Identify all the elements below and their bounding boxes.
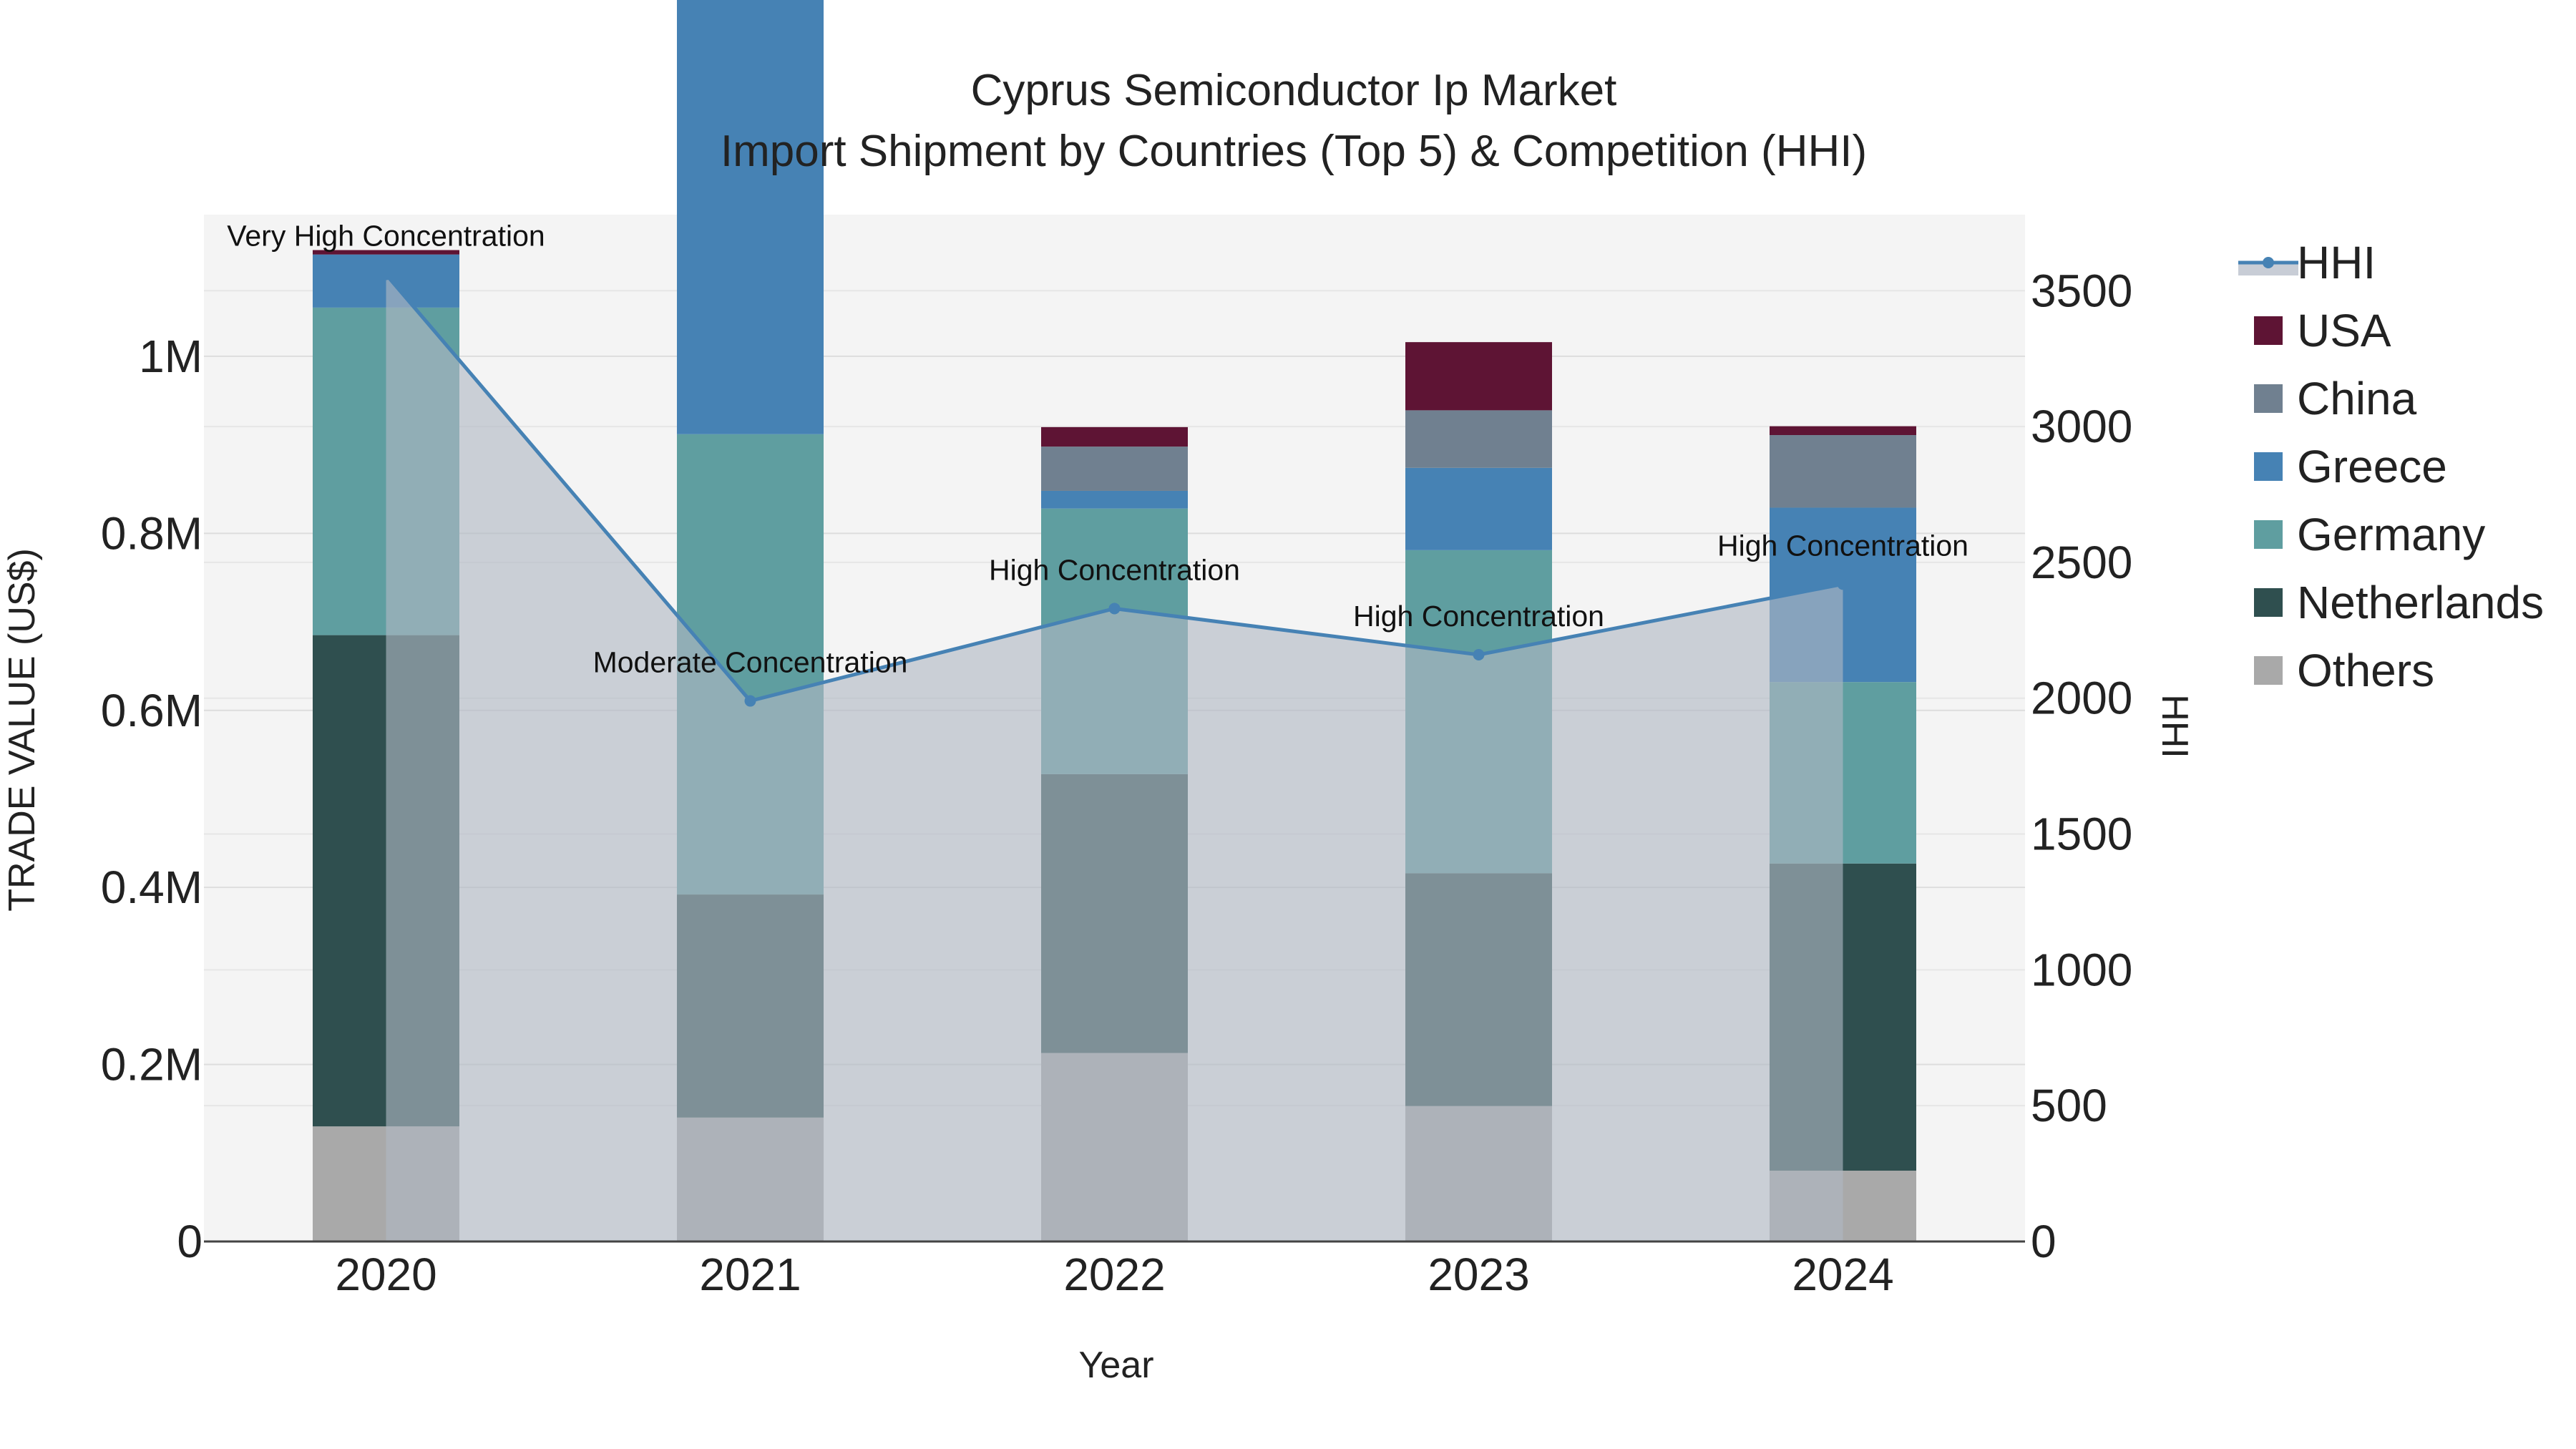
hhi-point-2022: [1108, 602, 1121, 615]
y-axis-ticks: 0 0.2M 0.4M 0.6M 0.8M 1M: [101, 331, 203, 1267]
hhi-area: [386, 274, 1843, 1241]
y-tick-label-1: 0.2M: [101, 1039, 203, 1091]
y2-axis-ticks: 0 500 1000 1500 2000 2500 3000 3500: [2031, 265, 2132, 1267]
legend-label-china: China: [2297, 373, 2417, 424]
bar-greece-2023: [1405, 467, 1552, 550]
chart-title: Cyprus Semiconductor Ip Market: [971, 66, 1617, 115]
legend: HHI USA China Greece Germany Netherlands Other…: [2238, 237, 2544, 696]
y-tick-label-5: 1M: [139, 331, 203, 382]
legend-label-greece: Greece: [2297, 441, 2447, 492]
y2-tick-label-7: 3500: [2031, 265, 2132, 316]
y2-tick-label-2: 1000: [2031, 944, 2132, 995]
y2-tick-label-0: 0: [2031, 1216, 2057, 1267]
legend-swatch-netherlands: [2254, 588, 2283, 617]
y2-axis-title: HHI: [2154, 694, 2195, 758]
legend-label-netherlands: Netherlands: [2297, 577, 2544, 628]
bar-usa-2022: [1041, 426, 1188, 447]
hhi-annotation-2023: High Concentration: [1353, 600, 1604, 633]
y2-tick-label-6: 3000: [2031, 401, 2132, 452]
bar-greece-2022: [1041, 490, 1188, 509]
hhi-point-2023: [1473, 649, 1485, 660]
y-tick-label-0: 0: [177, 1216, 203, 1267]
bar-usa-2020: [313, 250, 459, 255]
legend-label-hhi: HHI: [2297, 237, 2376, 288]
bar-usa-2023: [1405, 342, 1552, 411]
x-tick-label-2024: 2024: [1792, 1249, 1893, 1300]
y2-tick-label-5: 2500: [2031, 537, 2132, 588]
x-tick-label-2023: 2023: [1428, 1249, 1529, 1300]
hhi-annotation-2021: Moderate Concentration: [593, 646, 908, 679]
y2-tick-label-4: 2000: [2031, 673, 2132, 724]
x-tick-label-2021: 2021: [699, 1249, 801, 1300]
hhi-point-2024: [1837, 578, 1849, 590]
hhi-point-2021: [744, 695, 756, 707]
x-axis-title: Year: [1078, 1345, 1153, 1386]
hhi-annotation-2024: High Concentration: [1717, 529, 1968, 562]
hhi-point-2020: [380, 268, 392, 280]
hhi-line-layer: [380, 268, 1849, 1241]
bar-usa-2024: [1770, 426, 1916, 436]
hhi-annotation-2022: High Concentration: [989, 553, 1240, 586]
legend-label-germany: Germany: [2297, 509, 2485, 560]
hhi-annotations: Very High Concentration Moderate Concentr…: [227, 220, 1968, 679]
legend-swatch-greece: [2254, 452, 2283, 481]
chart-subtitle: Import Shipment by Countries (Top 5) & C…: [721, 127, 1867, 176]
y2-tick-label-3: 1500: [2031, 809, 2132, 860]
y-axis-title: TRADE VALUE (US$): [1, 548, 43, 912]
y-tick-label-3: 0.6M: [101, 685, 203, 736]
x-tick-label-2022: 2022: [1063, 1249, 1165, 1300]
bar-china-2023: [1405, 410, 1552, 468]
legend-swatch-germany: [2254, 520, 2283, 549]
legend-swatch-hhi-marker: [2263, 257, 2274, 268]
hhi-annotation-2020: Very High Concentration: [227, 220, 545, 253]
bar-china-2024: [1770, 435, 1916, 508]
y-tick-label-2: 0.4M: [101, 862, 203, 913]
legend-label-others: Others: [2297, 645, 2434, 696]
bar-greece-2021: [677, 0, 824, 434]
legend-swatch-china: [2254, 384, 2283, 413]
y2-tick-label-1: 500: [2031, 1080, 2107, 1131]
y-tick-label-4: 0.8M: [101, 507, 203, 559]
x-axis-ticks: 2020 2021 2022 2023 2024: [335, 1249, 1893, 1300]
legend-swatch-usa: [2254, 316, 2283, 345]
legend-label-usa: USA: [2297, 305, 2391, 356]
bar-china-2022: [1041, 447, 1188, 491]
legend-swatch-others: [2254, 656, 2283, 685]
x-tick-label-2020: 2020: [335, 1249, 436, 1300]
